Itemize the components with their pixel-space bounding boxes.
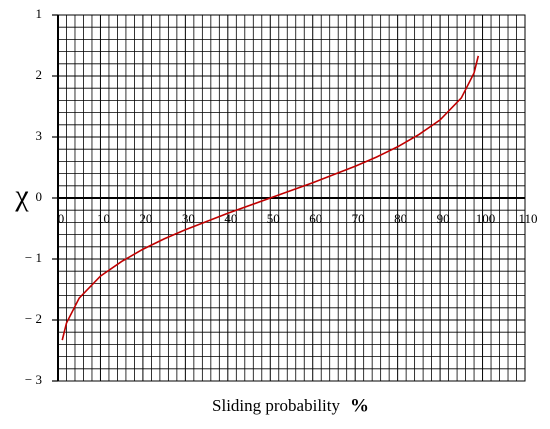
x-tick-label: 50 <box>267 211 280 226</box>
plot-frame <box>57 14 526 382</box>
y-tick-label: − 1 <box>25 250 42 265</box>
y-tick-label: 3 <box>36 128 43 143</box>
y-tick-label: − 2 <box>25 311 42 326</box>
x-tick-label: 80 <box>394 211 407 226</box>
y-tick-label: − 3 <box>25 372 42 387</box>
x-tick-label: 110 <box>518 211 537 226</box>
x-tick-label: 30 <box>182 211 195 226</box>
x-tick-label: 100 <box>476 211 496 226</box>
y-axis-label: χ <box>14 179 29 212</box>
curve <box>61 55 480 341</box>
y-tick-label: 2 <box>36 67 43 82</box>
x-tick-label: 90 <box>437 211 450 226</box>
x-tick-label: 70 <box>352 211 365 226</box>
x-tick-label: 60 <box>309 211 322 226</box>
y-tick-label: 0 <box>36 189 43 204</box>
x-tick-label: 40 <box>224 211 237 226</box>
x-axis-label: Sliding probability <box>212 396 340 415</box>
x-tick-label: 20 <box>139 211 152 226</box>
x-tick-label: 0 <box>58 211 65 226</box>
y-tick-label: 1 <box>36 6 43 21</box>
x-axis-unit: % <box>350 395 369 416</box>
x-tick-label: 10 <box>97 211 110 226</box>
